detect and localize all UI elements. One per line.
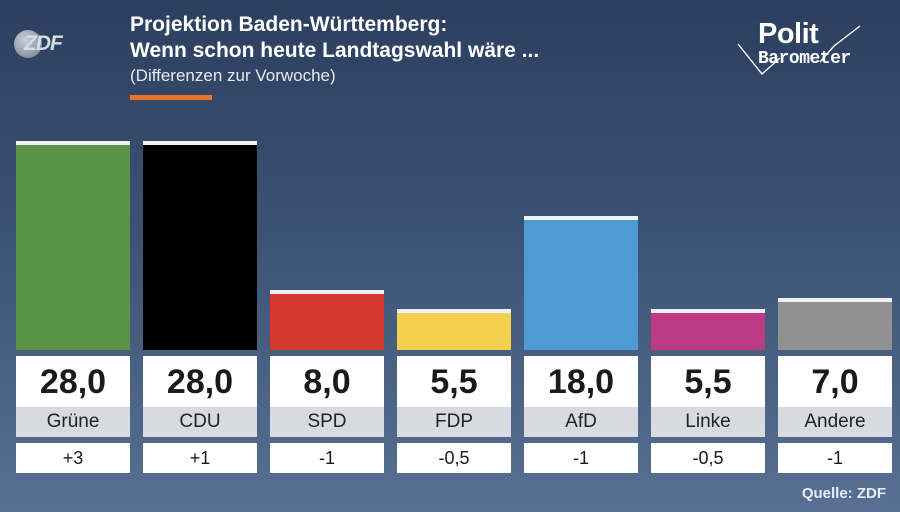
difference-label-1: +3 [16, 443, 130, 473]
difference-label-2: +1 [143, 443, 257, 473]
chart-title-line1: Projektion Baden-Württemberg: [130, 13, 448, 36]
bar-cap [270, 290, 384, 295]
bar-7 [778, 297, 892, 350]
checkmark-icon [737, 25, 861, 76]
category-label-5: AfD [524, 407, 638, 437]
title-block: Projektion Baden-Württemberg: Wenn schon… [130, 12, 539, 87]
category-label-6: Linke [651, 407, 765, 437]
bar-cap [524, 215, 638, 220]
bar-4 [397, 308, 511, 350]
chart-title-line2: Wenn schon heute Landtagswahl wäre ... [130, 39, 540, 62]
difference-label-6: -0,5 [651, 443, 765, 473]
difference-label-7: -1 [778, 443, 892, 473]
value-label-3: 8,0 [270, 356, 384, 408]
bar-2 [143, 141, 257, 350]
value-label-2: 28,0 [143, 356, 257, 408]
value-label-6: 5,5 [651, 356, 765, 408]
chart-subtitle: (Differenzen zur Vorwoche) [130, 66, 336, 85]
bar-1 [16, 141, 130, 350]
bar-cap [651, 308, 765, 313]
source-label: Quelle: ZDF [801, 485, 886, 502]
bar-cap [397, 308, 511, 313]
politbarometer-logo: Polit Barometer [734, 18, 864, 78]
category-label-3: SPD [270, 407, 384, 437]
zdf-logo-icon [14, 30, 42, 58]
bar-cap [16, 141, 130, 145]
value-label-1: 28,0 [16, 356, 130, 408]
politbarometer-line2: Barometer [758, 49, 851, 69]
category-label-7: Andere [778, 407, 892, 437]
politbarometer-line1: Polit [758, 18, 819, 50]
category-label-2: CDU [143, 407, 257, 437]
value-label-5: 18,0 [524, 356, 638, 408]
value-label-7: 7,0 [778, 356, 892, 408]
accent-bar [130, 95, 212, 100]
difference-label-5: -1 [524, 443, 638, 473]
difference-label-4: -0,5 [397, 443, 511, 473]
zdf-logo-text: ZDF [24, 32, 63, 55]
value-label-4: 5,5 [397, 356, 511, 408]
bar-6 [651, 308, 765, 350]
category-label-1: Grüne [16, 407, 130, 437]
bar-3 [270, 290, 384, 350]
difference-label-3: -1 [270, 443, 384, 473]
zdf-logo: ZDF [14, 30, 80, 58]
category-label-4: FDP [397, 407, 511, 437]
bar-5 [524, 215, 638, 350]
bar-cap [778, 297, 892, 302]
bar-cap [143, 141, 257, 145]
